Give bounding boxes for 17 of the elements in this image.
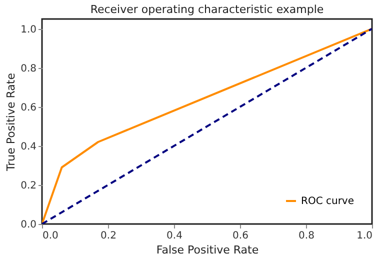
x-tick-label: 0.2 [100,230,116,242]
x-axis-title: False Positive Rate [156,244,259,256]
y-tick-label: 0.4 [20,141,36,152]
y-axis-title: True Positive Rate [4,72,18,172]
line-series [42,28,372,224]
x-tick-label: 0.8 [298,230,314,242]
y-tick-label: 0.0 [20,220,36,230]
y-tick-label: 1.0 [20,24,36,36]
x-tick-label: 0.4 [166,230,182,242]
x-tick-label: 0.0 [42,230,58,242]
legend-label: ROC curve [301,196,354,207]
y-tick-label: 0.8 [20,63,36,74]
x-tick-label: 1.0 [356,230,372,242]
y-tick-label: 0.2 [20,180,36,192]
y-tick-label: 0.6 [20,102,36,114]
x-tick-label: 0.6 [232,230,248,242]
chart-title: Receiver operating characteristic example [90,3,324,16]
